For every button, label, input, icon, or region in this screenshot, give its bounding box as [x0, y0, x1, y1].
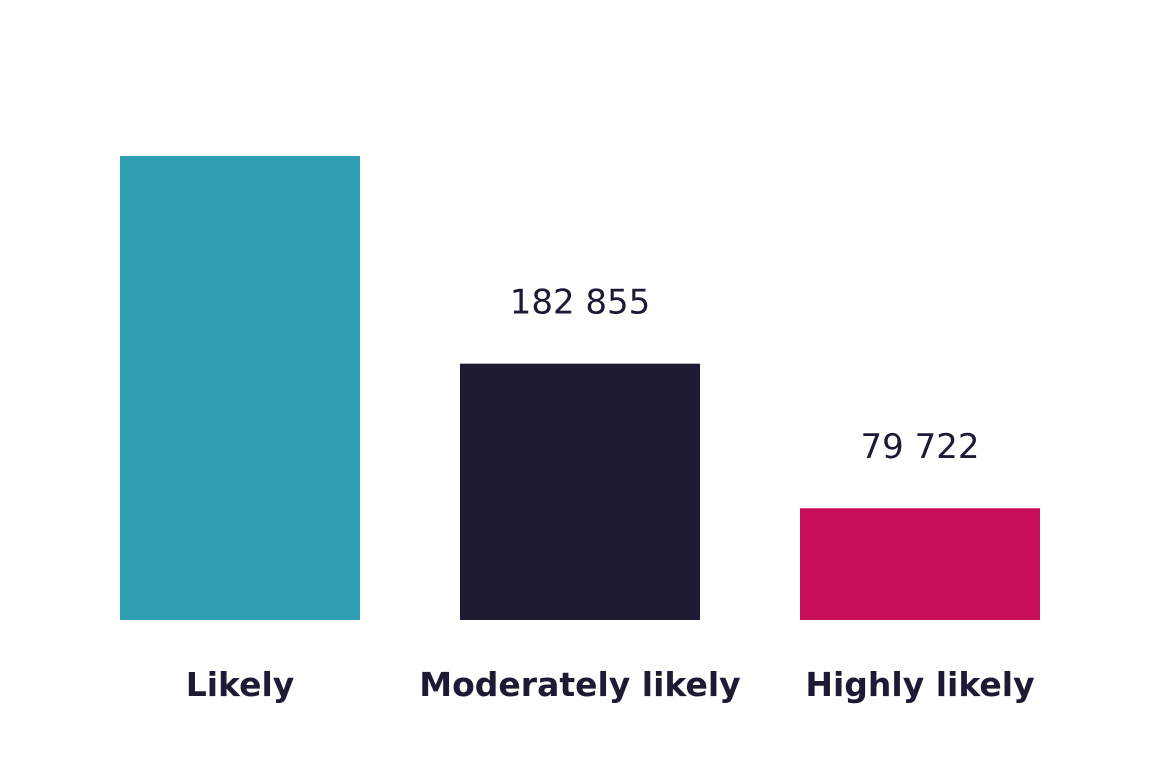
category-labels-group: Likely Moderately likely Highly likely	[186, 665, 1035, 704]
bar-likely	[120, 156, 360, 620]
category-label-moderately-likely: Moderately likely	[419, 665, 740, 704]
bar-highly-likely	[800, 508, 1040, 620]
value-labels-group: 182 855 79 722	[510, 283, 980, 468]
category-label-highly-likely: Highly likely	[805, 665, 1034, 704]
value-label-moderately-likely: 182 855	[510, 283, 651, 323]
bars-group	[120, 156, 1040, 620]
category-label-likely: Likely	[186, 665, 295, 704]
value-label-highly-likely: 79 722	[861, 427, 980, 467]
bar-moderately-likely	[460, 363, 700, 620]
